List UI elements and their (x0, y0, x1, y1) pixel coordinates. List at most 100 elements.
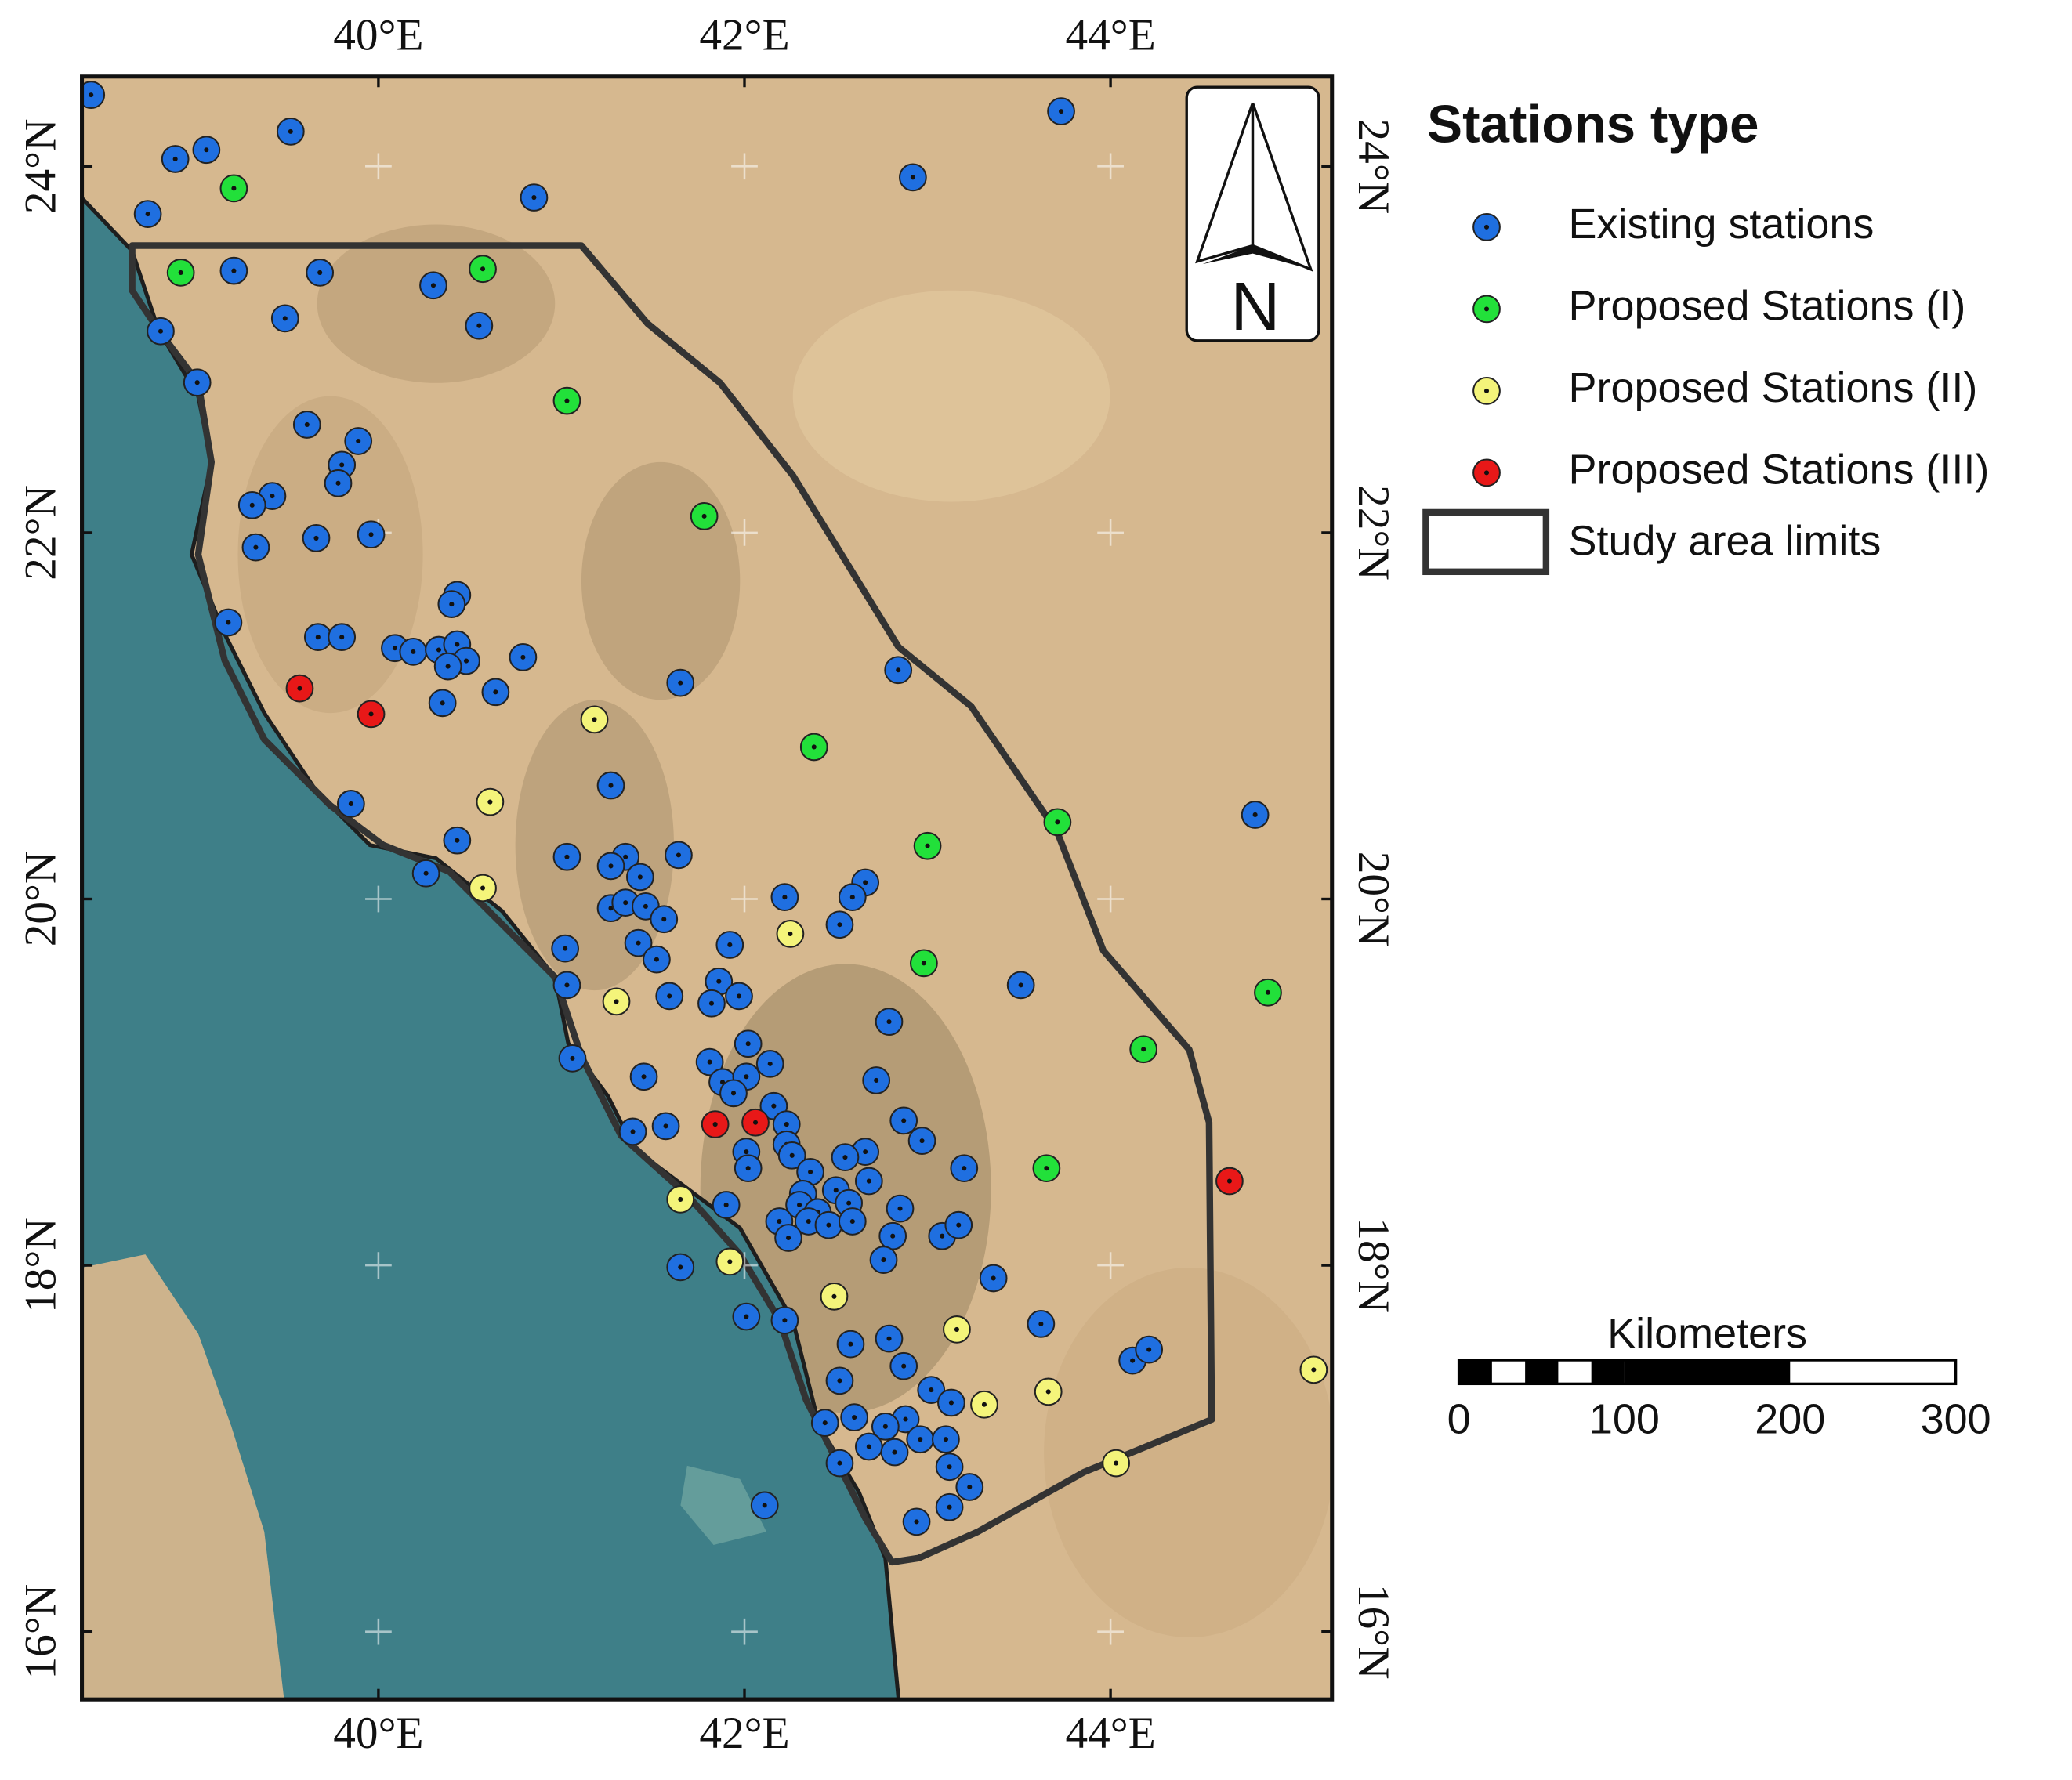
station-center (849, 1218, 855, 1225)
station (324, 469, 353, 497)
station-center (356, 438, 361, 444)
station-center (782, 895, 788, 900)
y-tick-label: 20°N (1349, 852, 1398, 947)
station-center (392, 646, 397, 651)
grid: 40°E 40°E 42°E 42°E 44°E 44°E 16°N 16°N 18°N 18°N… (16, 11, 1397, 1758)
station-center (637, 874, 643, 880)
station (741, 1108, 770, 1137)
station-center (676, 852, 681, 858)
station-center (981, 1402, 987, 1407)
scale-bar-title: Kilometers (1607, 1310, 1807, 1357)
station (509, 643, 538, 671)
station-center (940, 1233, 945, 1239)
station-center (863, 1149, 868, 1155)
station-center (1038, 1321, 1044, 1326)
legend-study-area-swatch (1422, 508, 1550, 576)
y-tick-label: 20°N (16, 852, 65, 947)
station (1047, 97, 1075, 126)
station (399, 638, 428, 666)
station-center (943, 1437, 948, 1442)
station (357, 700, 386, 729)
station (814, 1210, 843, 1239)
station (276, 118, 305, 146)
station (796, 1157, 824, 1186)
scale-bar-segment (1624, 1360, 1791, 1384)
station-center (727, 1259, 733, 1264)
station-center (771, 1103, 777, 1109)
station (701, 1110, 730, 1138)
reef (680, 1465, 767, 1545)
scale-bar-segment (1458, 1360, 1492, 1384)
station (344, 427, 373, 455)
station-center (564, 982, 570, 988)
station-center (231, 186, 237, 191)
station-center (231, 268, 237, 273)
station-center (1059, 109, 1064, 114)
station-center (782, 1318, 788, 1323)
station-center (194, 380, 200, 385)
station-center (954, 1326, 959, 1332)
north-arrow-base (1202, 245, 1311, 270)
north-arrow: N (1185, 85, 1320, 345)
station (943, 1315, 971, 1344)
station (732, 1302, 761, 1331)
station-center (716, 979, 722, 984)
station (306, 259, 335, 287)
station (1129, 1035, 1158, 1064)
station (970, 1390, 998, 1419)
station (650, 905, 679, 934)
station (886, 1194, 915, 1223)
station-center (786, 1235, 791, 1241)
station-center (849, 895, 855, 900)
station-center (1045, 1389, 1051, 1395)
station (906, 1425, 935, 1454)
station-center (368, 532, 374, 537)
station-center (723, 1202, 729, 1207)
station (889, 1106, 918, 1135)
station-center (1265, 989, 1271, 995)
station (629, 1062, 658, 1091)
station (214, 608, 243, 637)
station-center (158, 328, 164, 334)
y-tick-label: 24°N (1349, 119, 1398, 215)
station-center (463, 658, 469, 664)
station (551, 934, 580, 963)
station (697, 989, 726, 1018)
station-center (297, 686, 302, 691)
station-center (918, 1437, 923, 1442)
station-center (270, 494, 275, 499)
station-center (643, 903, 648, 909)
station (1135, 1335, 1164, 1364)
station (902, 1507, 931, 1536)
station (428, 689, 457, 718)
x-tick-label: 42°E (699, 1709, 789, 1758)
station-center (493, 689, 498, 695)
station-center (623, 854, 628, 859)
station-center (449, 602, 455, 607)
station-center (886, 1336, 892, 1341)
station-center (881, 1257, 886, 1263)
station-center (727, 942, 733, 947)
station-center (288, 128, 293, 134)
station-center (226, 620, 231, 625)
station (626, 863, 654, 892)
station (862, 1066, 891, 1094)
station-center (204, 147, 209, 153)
station-center (837, 1460, 842, 1466)
station-center (947, 1464, 952, 1470)
station-center (411, 649, 416, 654)
legend-swatch-center (1483, 224, 1490, 230)
station (776, 920, 805, 948)
station (913, 831, 942, 860)
station-center (282, 316, 288, 321)
basemap (82, 76, 1332, 1700)
station-center (752, 1120, 759, 1125)
legend-label: Proposed Stations (I) (1569, 283, 1966, 330)
station-center (623, 900, 628, 906)
station-center (480, 266, 486, 272)
station (133, 200, 162, 228)
station-center (789, 1152, 795, 1158)
station (825, 1366, 854, 1395)
station-center (947, 1504, 952, 1510)
north-label: N (1230, 268, 1280, 345)
